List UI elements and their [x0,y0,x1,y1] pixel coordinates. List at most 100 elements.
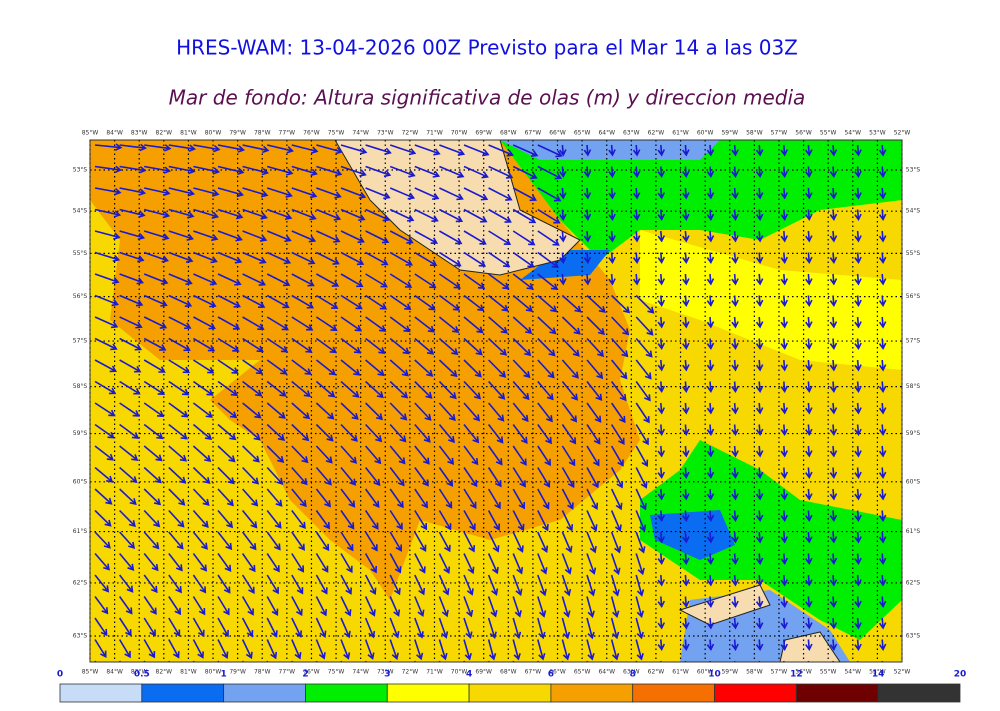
lat-label: 60°S [906,478,921,485]
arrow [340,466,357,486]
arrow [463,208,488,223]
lat-label: 53°S [73,167,88,174]
arrow [168,423,188,440]
arrow [217,639,229,659]
arrow [829,209,838,222]
arrow [657,488,666,501]
lat-label: 61°S [906,528,921,535]
arrow [291,402,311,420]
arrow [657,209,666,222]
arrow [118,574,134,593]
arrow [266,402,286,419]
arrow [266,273,291,287]
arrow [805,639,813,652]
arrow [291,251,316,265]
arrow [635,510,647,533]
colorbar-tick-label: 8 [630,670,636,680]
arrow [143,359,166,373]
arrow [414,294,436,311]
arrow [316,251,340,265]
arrow [731,574,739,587]
arrow [537,187,562,202]
arrow [291,488,307,508]
arrow [878,553,887,566]
arrow [365,423,383,443]
arrow [242,402,262,419]
arrow [414,208,439,222]
arrow [657,531,666,544]
arrow [414,144,441,156]
arrow [537,251,559,269]
arrow [463,488,477,509]
arrow [291,144,319,154]
arrow [119,273,144,285]
arrow [487,617,497,640]
arrow [143,316,168,329]
arrow [168,208,195,219]
arrow [635,424,649,446]
colorbar-swatch [714,683,797,703]
arrow [144,144,172,152]
arrow [365,359,385,377]
arrow [537,337,556,357]
blue-zone [500,140,720,160]
arrow [414,359,434,377]
arrow [266,466,284,485]
arrow [829,445,838,458]
arrow [755,144,764,157]
arrow [143,251,169,263]
arrow [854,531,862,544]
arrow [192,402,213,418]
arrow [414,380,433,399]
lon-label: 56°W [795,669,812,676]
arrow [512,208,537,224]
colorbar-tick-label: 6 [548,670,554,680]
arrow [632,187,641,200]
colorbar-swatch [877,683,961,703]
lon-label: 61°W [672,669,689,676]
arrow [805,424,813,437]
arrow [168,445,187,462]
arrow [119,531,136,550]
lat-label: 54°S [73,208,88,215]
arrow [118,639,131,659]
arrow [610,596,620,619]
arrow [364,510,379,530]
arrow [143,552,159,572]
lon-label: 52°W [894,130,911,137]
lon-label: 58°W [746,669,763,676]
arrow [364,553,377,574]
arrow [561,510,574,532]
arrow [657,445,666,458]
arrow [878,338,887,351]
arrow [340,553,353,574]
arrow [463,144,490,157]
lat-label: 58°S [73,383,88,390]
arrow [586,553,597,575]
arrow [731,553,739,566]
arrow [635,553,645,576]
arrow [119,294,144,307]
colorbar: 0 0.5 1 2 3 4 6 8 10 12 14 20 [57,670,966,703]
arrow [217,208,244,220]
arrow [805,553,813,566]
arrow [706,424,715,437]
arrow [291,574,304,595]
arrow [193,316,216,330]
arrow [119,466,138,484]
lat-label: 55°S [906,250,921,257]
arrow [755,338,764,351]
arrow [487,445,503,466]
lat-label: 62°S [73,579,88,586]
arrow [119,445,139,462]
arrow [780,467,789,480]
arrow [389,596,401,617]
arrow [488,208,512,223]
arrow [365,230,390,244]
arrow [291,359,312,376]
arrow [143,273,169,285]
arrow [610,402,626,424]
arrow [291,445,309,464]
arrow [611,337,629,358]
arrow [512,639,521,661]
